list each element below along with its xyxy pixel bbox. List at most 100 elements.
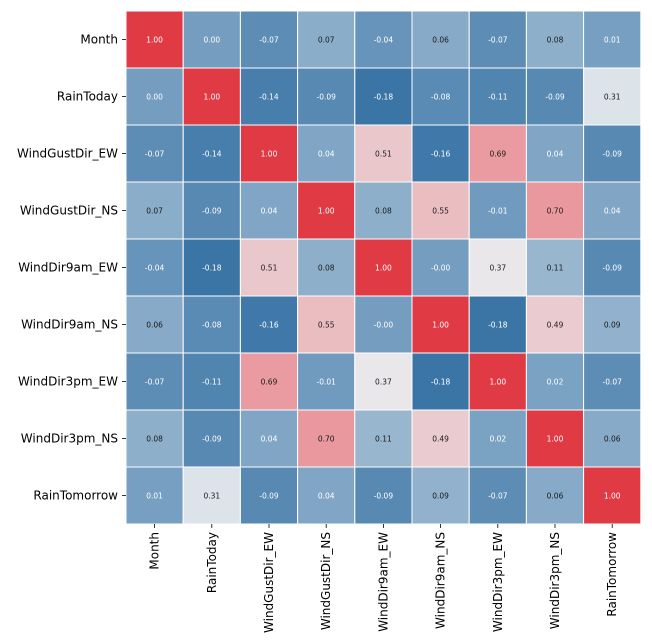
heatmap-cell (468, 238, 527, 297)
heatmap-cell (411, 409, 470, 468)
heatmap-cell (182, 124, 241, 183)
heatmap-cell (411, 466, 470, 525)
heatmap-cell (354, 124, 413, 183)
heatmap-cell (239, 238, 299, 297)
heatmap-cell (239, 10, 299, 69)
x-tick-label: WindDir9am_EW (376, 532, 390, 632)
heatmap-cell (239, 67, 299, 126)
cell-value-label: -0.18 (431, 378, 451, 387)
cell-value-label: 0.04 (261, 435, 278, 444)
heatmap-cell (125, 181, 184, 240)
heatmap-cell (297, 295, 356, 354)
cell-value-label: 0.07 (146, 207, 163, 216)
heatmap-cell (525, 295, 585, 354)
cell-value-label: -0.14 (202, 150, 222, 159)
heatmap-cell (354, 295, 413, 354)
cell-value-label: 0.06 (547, 492, 564, 501)
cell-value-label: 0.01 (604, 36, 621, 45)
cell-value-label: -0.14 (259, 93, 279, 102)
cell-value-label: 1.00 (432, 321, 449, 330)
cell-value-label: -0.09 (259, 492, 279, 501)
y-tick-label: WindDir3pm_EW (18, 375, 118, 389)
heatmap-cell (125, 295, 184, 354)
heatmap-cell (125, 67, 184, 126)
cell-value-label: -0.18 (488, 321, 508, 330)
cell-value-label: 0.01 (146, 492, 163, 501)
cell-value-label: -0.01 (488, 207, 508, 216)
x-tick-label: RainTomorrow (605, 532, 619, 617)
x-tick-label: WindDir3pm_NS (548, 532, 562, 629)
cell-value-label: -0.08 (202, 321, 222, 330)
heatmap-cell (297, 466, 356, 525)
y-tick-label: WindDir9am_EW (18, 261, 118, 275)
cell-value-label: 0.07 (318, 36, 335, 45)
cell-value-label: 0.55 (432, 207, 449, 216)
cell-value-label: 0.49 (547, 321, 564, 330)
cell-value-label: 0.06 (432, 36, 449, 45)
cell-value-label: -0.09 (602, 264, 622, 273)
cell-value-label: -0.16 (259, 321, 279, 330)
x-tick-label: WindDir3pm_EW (491, 532, 505, 632)
heatmap-cell (297, 181, 356, 240)
x-axis-tick-labels: Month RainToday WindGustDir_EW WindGustDir_… (148, 524, 619, 633)
heatmap-cell (125, 124, 184, 183)
cell-value-label: 0.37 (375, 378, 392, 387)
heatmap-cell (297, 124, 356, 183)
heatmap-cell (182, 10, 241, 69)
cell-value-label: -0.18 (374, 93, 394, 102)
y-axis-tick-labels: Month RainToday WindGustDir_EW WindGustDir_… (17, 33, 126, 503)
cell-value-label: 1.00 (604, 492, 621, 501)
cell-value-label: -0.09 (316, 93, 336, 102)
y-tick-label: WindDir3pm_NS (21, 432, 118, 446)
cell-value-label: 0.08 (146, 435, 163, 444)
cell-value-label: 0.70 (318, 435, 335, 444)
heatmap-cell (468, 124, 527, 183)
cell-value-label: 0.51 (375, 150, 392, 159)
cell-value-label: 0.02 (547, 378, 564, 387)
cell-value-label: 0.06 (604, 435, 621, 444)
y-tick-label: RainTomorrow (33, 489, 118, 503)
cell-value-label: 0.04 (318, 150, 335, 159)
x-tick-label: WindDir9am_NS (434, 532, 448, 629)
y-tick-label: WindDir9am_NS (21, 318, 118, 332)
heatmap-cell (125, 238, 184, 297)
cell-value-label: 0.02 (489, 435, 506, 444)
y-tick-label: Month (80, 33, 118, 47)
cell-value-label: -0.09 (374, 492, 394, 501)
cell-value-label: -0.11 (202, 378, 222, 387)
heatmap-cell (354, 409, 413, 468)
heatmap-cell (239, 466, 299, 525)
heatmap-cell (411, 238, 470, 297)
cell-value-label: -0.07 (488, 492, 508, 501)
cell-value-label: -0.16 (431, 150, 451, 159)
cell-value-label: 1.00 (203, 93, 220, 102)
cell-value-label: -0.07 (145, 150, 165, 159)
heatmap-cell (354, 67, 413, 126)
cell-value-label: -0.08 (431, 93, 451, 102)
heatmap-cell (354, 352, 413, 411)
cell-value-label: -0.04 (145, 264, 165, 273)
y-tick-label: RainToday (57, 90, 118, 104)
cell-value-label: 1.00 (375, 264, 392, 273)
heatmap-cell (125, 466, 184, 525)
heatmap-cell (583, 124, 642, 183)
heatmap-cell (125, 409, 184, 468)
x-tick-label: Month (148, 532, 162, 570)
y-tick-label: WindGustDir_EW (17, 147, 118, 161)
cell-value-label: 0.04 (261, 207, 278, 216)
cell-value-label: 0.08 (547, 36, 564, 45)
cell-value-label: 0.00 (203, 36, 220, 45)
cell-value-label: 0.70 (547, 207, 564, 216)
heatmap-cell (583, 295, 642, 354)
cell-value-label: -0.00 (374, 321, 394, 330)
heatmap-cell (182, 466, 241, 525)
heatmap-cell (239, 409, 299, 468)
heatmap-cell (468, 352, 527, 411)
cell-value-label: -0.18 (202, 264, 222, 273)
heatmap-cells: 1.00 0.00 -0.07 0.07 -0.04 0.06 -0.07 0.08 0.01 0… (125, 10, 642, 525)
cell-value-label: -0.01 (316, 378, 336, 387)
cell-value-label: -0.09 (545, 93, 565, 102)
heatmap-cell (583, 466, 642, 525)
heatmap-cell (182, 295, 241, 354)
